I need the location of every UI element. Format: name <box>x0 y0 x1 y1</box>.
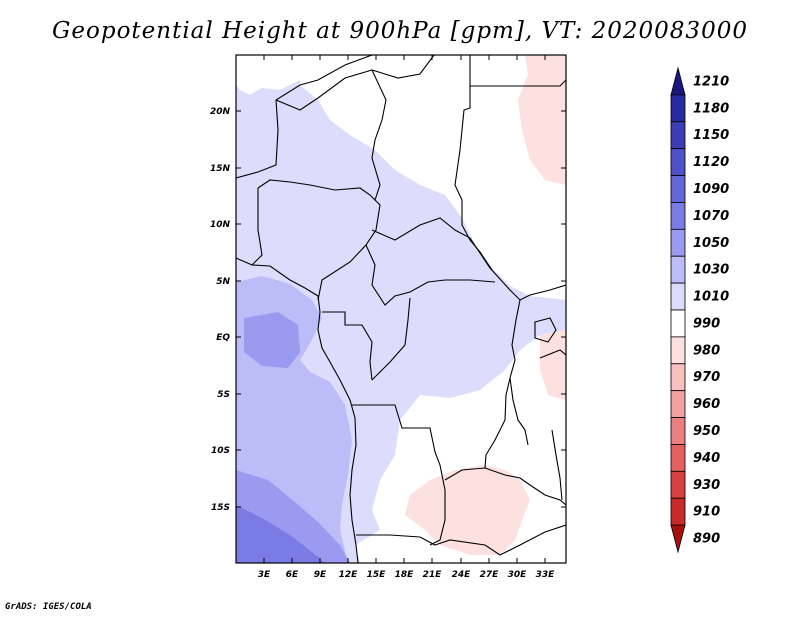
colorbar-swatch <box>670 336 686 365</box>
colorbar-swatch <box>670 255 686 284</box>
map-frame <box>235 54 567 564</box>
credit-label: GrADS: IGES/COLA <box>5 602 92 612</box>
colorbar-label: 1090 <box>693 182 729 197</box>
colorbar-swatch <box>670 228 686 257</box>
border-line-8 <box>371 217 566 301</box>
lon-labels: 3E 6E 9E 12E 15E 18E 21E 24E 27E 30E 33E <box>258 570 555 580</box>
lat-label: 5S <box>217 390 230 400</box>
lon-label: 21E <box>423 570 443 580</box>
lon-label: 6E <box>286 570 299 580</box>
lon-label: 24E <box>452 570 472 580</box>
colorbar-swatch <box>670 417 686 445</box>
lon-label: 30E <box>508 570 528 580</box>
colorbar-label: 1180 <box>693 101 729 116</box>
coastlines-borders <box>236 55 566 563</box>
field-980-990-south <box>405 465 530 555</box>
border-line-10 <box>322 311 373 381</box>
height-field <box>236 55 566 563</box>
colorbar-swatch <box>670 390 686 418</box>
border-line-3 <box>371 55 435 79</box>
lat-label: 5N <box>216 277 230 287</box>
lon-label: 15E <box>367 570 387 580</box>
lat-tick-marks <box>236 110 566 508</box>
coastline-west <box>236 257 359 563</box>
border-line-9 <box>365 244 496 306</box>
lon-label: 12E <box>339 570 359 580</box>
colorbar-swatch <box>670 175 686 203</box>
field-980-990-lakes <box>540 330 566 400</box>
colorbar: 1210 1180 1150 1120 1090 1070 1050 1030 1010 990 9… <box>670 66 729 554</box>
lon-label: 18E <box>395 570 415 580</box>
lon-label: 9E <box>314 570 327 580</box>
lat-label: 10N <box>210 220 231 230</box>
colorbar-label: 980 <box>693 343 720 358</box>
border-line-16 <box>539 349 566 359</box>
colorbar-swatch <box>670 66 686 96</box>
border-line-13 <box>356 524 566 556</box>
lake-tanganyika <box>509 377 529 446</box>
lat-label: 15S <box>211 503 230 513</box>
border-line-15 <box>484 299 521 469</box>
field-990-1010-north <box>300 55 566 300</box>
colorbar-label: 1070 <box>693 209 729 224</box>
colorbar-label: 940 <box>693 451 720 466</box>
field-980-990-northeast <box>518 55 566 185</box>
border-line-7 <box>251 188 263 266</box>
colorbar-swatch <box>670 309 686 338</box>
colorbar-label: 950 <box>693 424 720 439</box>
lat-label: 20N <box>210 107 231 117</box>
border-line-6 <box>257 179 381 301</box>
colorbar-swatch <box>670 444 686 472</box>
colorbar-label: 1050 <box>693 236 729 251</box>
colorbar-label: 1010 <box>693 290 729 305</box>
field-1050-1070-patch <box>244 312 300 368</box>
lon-tick-marks <box>263 55 546 563</box>
colorbar-swatch <box>670 470 686 499</box>
lake-malawi <box>551 429 563 501</box>
border-line-14 <box>444 467 566 506</box>
lon-label: 27E <box>480 570 500 580</box>
colorbar-label: 910 <box>693 505 720 520</box>
colorbar-label: 990 <box>693 316 720 331</box>
border-line-12 <box>352 404 446 546</box>
field-990-1010-northwest <box>236 55 300 95</box>
lon-label: 3E <box>258 570 271 580</box>
border-line-2 <box>275 69 387 201</box>
colorbar-swatch <box>670 148 686 176</box>
lat-label: EQ <box>216 333 230 343</box>
border-line-11 <box>371 297 411 381</box>
colorbar-label: 930 <box>693 478 720 493</box>
colorbar-label: 1120 <box>693 155 729 170</box>
colorbar-label: 1030 <box>693 263 729 278</box>
lon-label: 33E <box>536 570 556 580</box>
colorbar-swatch <box>670 282 686 311</box>
border-line-5 <box>470 79 566 87</box>
colorbar-label: 1210 <box>693 74 729 89</box>
lat-label: 10S <box>211 446 230 456</box>
colorbar-label: 1150 <box>693 128 729 143</box>
colorbar-label: 960 <box>693 397 720 412</box>
colorbar-swatch <box>670 202 686 230</box>
field-1070-1090-corner <box>236 505 325 563</box>
colorbar-label: 970 <box>693 370 720 385</box>
lat-labels: 20N 15N 10N 5N EQ 5S 10S 15S <box>210 107 231 513</box>
colorbar-swatch <box>670 94 686 123</box>
chart-title: Geopotential Height at 900hPa [gpm], VT:… <box>52 18 748 44</box>
lake-victoria <box>534 317 557 343</box>
colorbar-swatch <box>670 497 686 526</box>
colorbar-label: 890 <box>693 532 720 547</box>
colorbar-swatch <box>670 121 686 150</box>
colorbar-swatch <box>670 363 686 392</box>
lat-label: 15N <box>210 164 231 174</box>
colorbar-swatch <box>670 524 686 554</box>
